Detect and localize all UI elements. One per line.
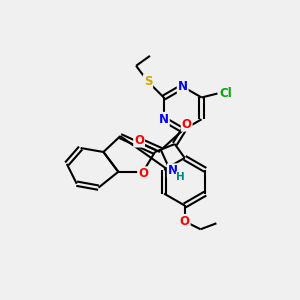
Text: O: O (134, 134, 144, 147)
Text: N: N (178, 80, 188, 93)
Text: O: O (182, 118, 192, 131)
Text: O: O (138, 167, 148, 180)
Text: O: O (180, 215, 190, 228)
Text: S: S (144, 75, 152, 88)
Text: N: N (159, 113, 169, 126)
Text: N: N (168, 164, 178, 177)
Text: H: H (176, 172, 185, 182)
Text: Cl: Cl (219, 87, 232, 100)
